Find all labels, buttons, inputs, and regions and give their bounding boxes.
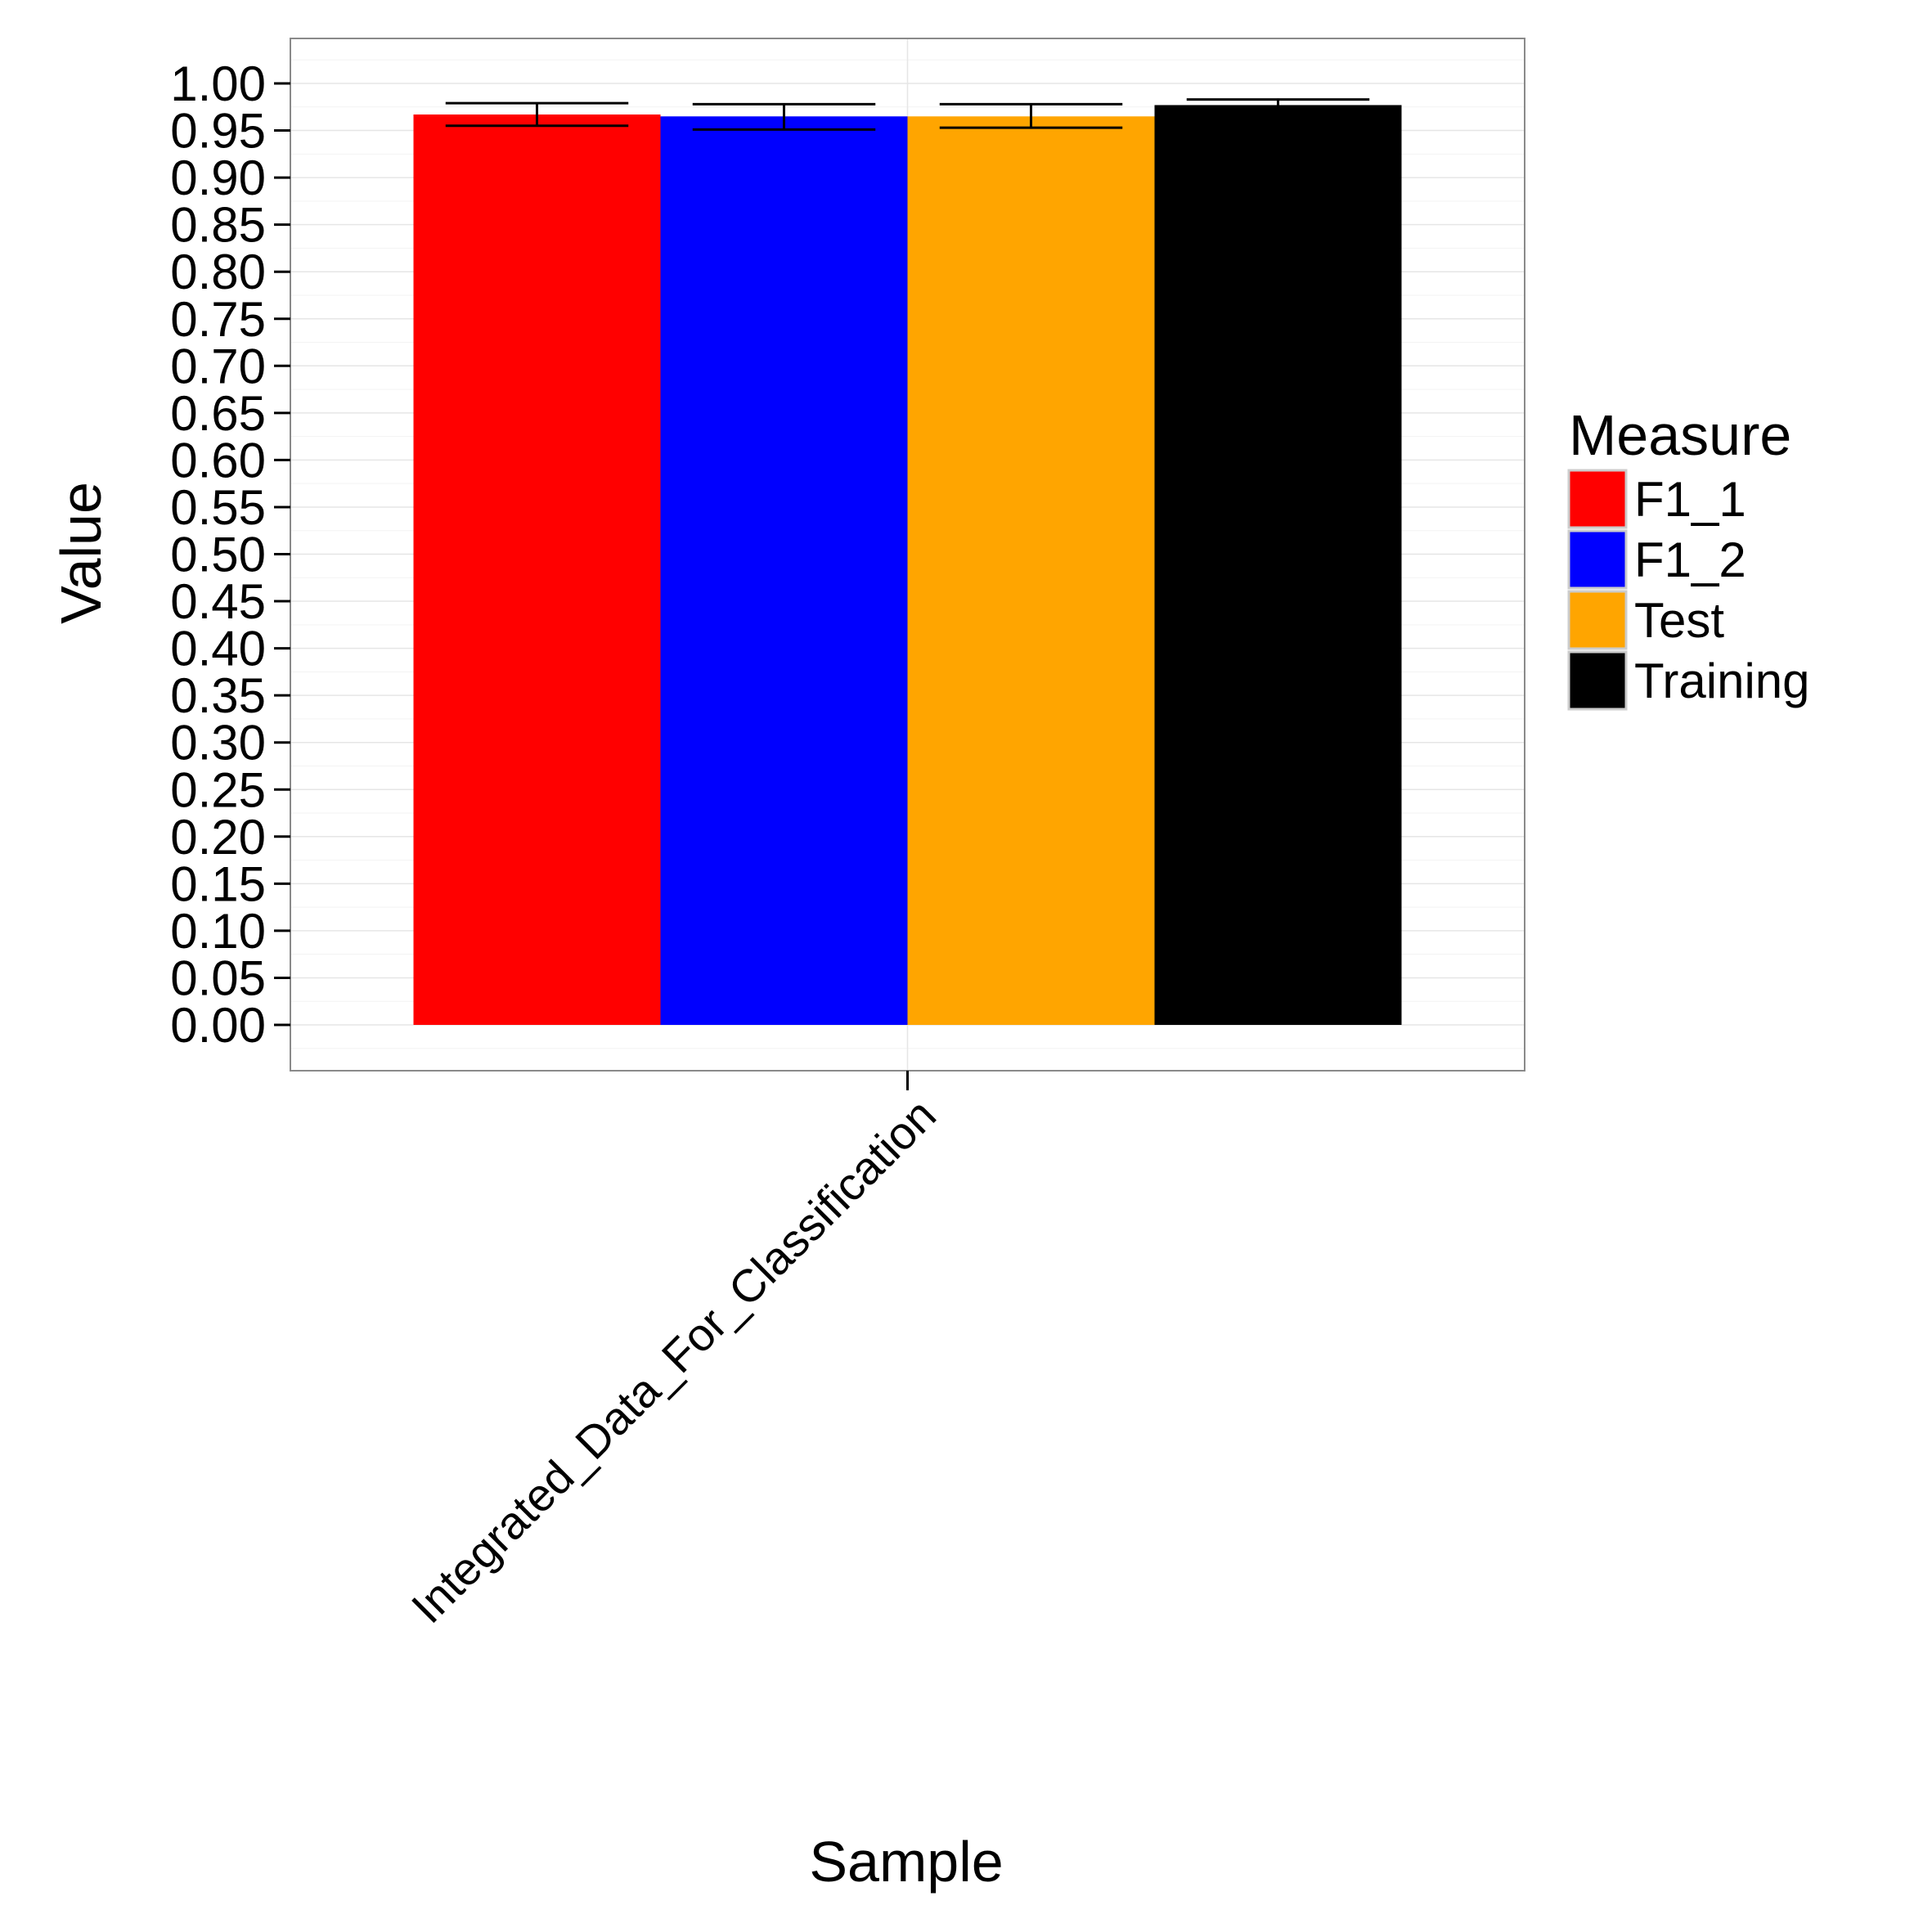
y-tick-label: 0.65: [170, 386, 266, 441]
legend-key-f1-2: [1567, 529, 1628, 590]
y-tick-label: 0.05: [170, 950, 266, 1005]
x-axis: Integrated_Data_For_Classification: [402, 1071, 946, 1633]
error-bar-f1-2: [692, 102, 876, 131]
error-bars: [445, 98, 1370, 131]
y-tick-label: 0.50: [170, 528, 266, 582]
legend-key-training: [1567, 650, 1628, 711]
error-bar-test: [939, 102, 1123, 129]
y-tick-label: 0.30: [170, 716, 266, 771]
bar-f1-2: [660, 116, 908, 1025]
legend-label: F1_1: [1634, 472, 1746, 527]
y-axis: 0.000.050.100.150.200.250.300.350.400.45…: [170, 56, 290, 1053]
bar-test: [907, 116, 1155, 1025]
y-tick-label: 0.95: [170, 104, 266, 159]
bars: [413, 105, 1402, 1025]
y-tick-label: 0.75: [170, 292, 266, 347]
error-bar-training: [1186, 98, 1370, 110]
y-tick-label: 0.70: [170, 339, 266, 393]
legend-label: Training: [1634, 654, 1810, 708]
y-tick-label: 0.10: [170, 904, 266, 959]
error-bar-f1-1: [445, 101, 629, 128]
x-tick-label: Integrated_Data_For_Classification: [402, 1089, 946, 1633]
legend-key-test: [1567, 590, 1628, 650]
y-tick-label: 0.40: [170, 622, 266, 676]
legend-label: Test: [1634, 593, 1724, 648]
legend: Measure F1_1F1_2 Test Training: [1567, 403, 1810, 711]
y-tick-label: 0.20: [170, 810, 266, 865]
y-axis-title: Value: [49, 482, 113, 624]
y-tick-label: 0.55: [170, 480, 266, 535]
y-tick-label: 0.15: [170, 856, 266, 911]
y-tick-label: 0.35: [170, 668, 266, 723]
y-tick-label: 0.85: [170, 198, 266, 253]
y-tick-label: 0.00: [170, 998, 266, 1053]
x-axis-title: Sample: [809, 1830, 1003, 1894]
legend-title: Measure: [1569, 403, 1791, 467]
y-tick-label: 0.60: [170, 433, 266, 487]
y-tick-label: 0.25: [170, 762, 266, 817]
y-tick-label: 0.45: [170, 574, 266, 629]
y-tick-label: 1.00: [170, 56, 266, 111]
legend-label: F1_2: [1634, 532, 1746, 587]
legend-key-f1-1: [1567, 469, 1628, 529]
bar-f1-1: [413, 114, 661, 1025]
bar-training: [1154, 105, 1402, 1025]
y-tick-label: 0.80: [170, 245, 266, 299]
y-tick-label: 0.90: [170, 151, 266, 205]
